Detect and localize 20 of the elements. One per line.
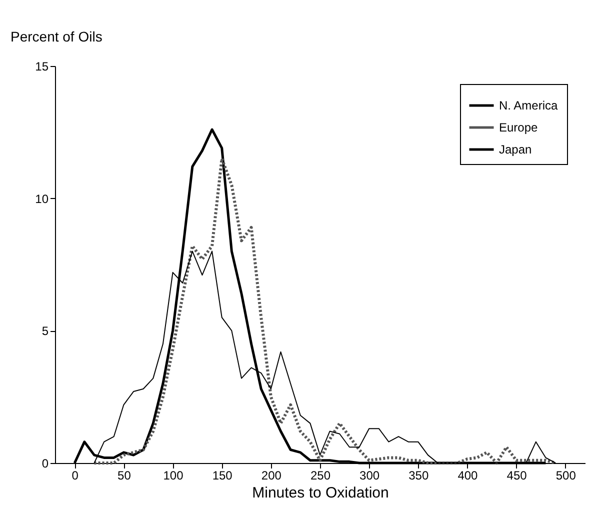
x-tick-label: 350 [408, 468, 429, 482]
x-tick-label: 450 [506, 468, 528, 482]
y-axis-title: Percent of Oils [10, 28, 102, 44]
y-tick-label: 15 [35, 60, 49, 74]
x-tick-label: 100 [163, 468, 184, 482]
x-axis-title: Minutes to Oxidation [252, 484, 389, 502]
x-tick-label: 500 [556, 468, 576, 482]
y-tick-label: 0 [42, 456, 49, 470]
x-tick-label: 250 [310, 468, 331, 482]
x-tick-label: 400 [458, 468, 478, 482]
legend-label: Japan [499, 142, 532, 156]
x-tick-label: 200 [261, 468, 282, 482]
legend-label: N. America [499, 98, 558, 112]
x-tick-label: 150 [212, 468, 233, 482]
x-tick-label: 300 [360, 468, 380, 482]
y-tick-label: 10 [35, 192, 49, 206]
legend-label: Europe [499, 120, 538, 134]
x-tick-label: 50 [118, 468, 132, 482]
x-tick-label: 0 [72, 468, 79, 482]
y-tick-label: 5 [42, 324, 49, 338]
